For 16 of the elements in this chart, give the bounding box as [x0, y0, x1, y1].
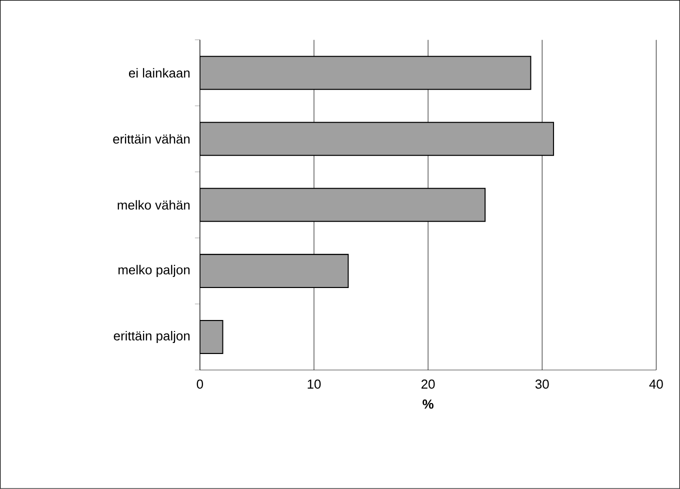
x-tick-label: 0 [196, 380, 204, 389]
bar [200, 254, 349, 288]
x-axis-title: % [422, 400, 434, 409]
bar [200, 188, 486, 222]
y-tick-label: ei lainkaan [128, 68, 190, 78]
x-tick-label: 40 [649, 380, 663, 389]
x-tick-label: 30 [535, 380, 549, 389]
y-tick-label: erittäin paljon [114, 331, 190, 344]
bar [200, 320, 224, 354]
y-tick-label: melko paljon [118, 264, 190, 278]
bar [200, 122, 554, 156]
bar [200, 56, 532, 90]
y-tick-label: erittäin vähän [113, 134, 190, 144]
x-tick-label: 10 [308, 380, 321, 389]
y-tick-label: melko vähän [118, 200, 190, 210]
x-tick-label: 20 [422, 380, 435, 389]
